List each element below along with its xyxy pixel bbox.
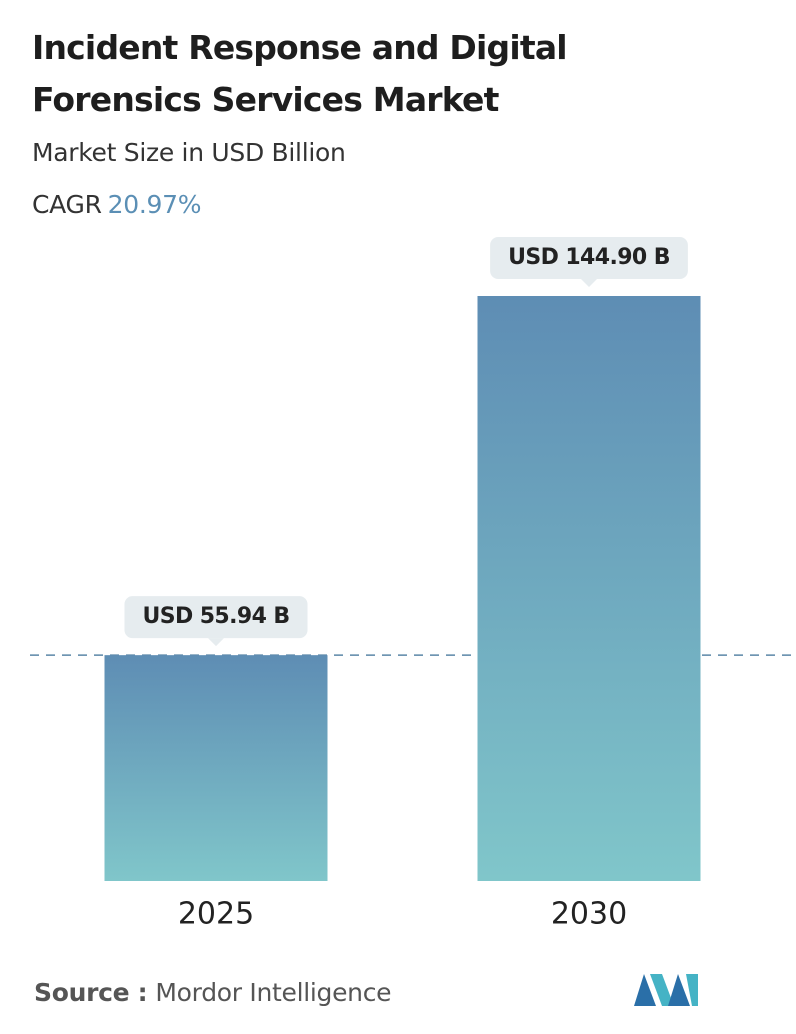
value-label-box: [124, 596, 308, 639]
value-label-box: [490, 237, 688, 279]
source: Source : Mordor Intelligence: [34, 978, 392, 1007]
value-label: USD 55.94 B: [142, 604, 289, 629]
source-label: Source :: [34, 978, 148, 1007]
bar: [477, 296, 701, 881]
source-name: Mordor Intelligence: [155, 978, 392, 1007]
cagr-label: CAGR: [32, 190, 102, 219]
x-tick-label: 2030: [551, 897, 627, 932]
bar: [104, 655, 328, 881]
value-label-pointer: [581, 279, 597, 287]
value-label: USD 144.90 B: [508, 245, 670, 270]
value-label-pointer: [208, 638, 224, 647]
chart-title: Incident Response and Digital Forensics …: [32, 28, 568, 119]
logo: [634, 974, 698, 1006]
chart-subtitle: Market Size in USD Billion: [32, 138, 346, 167]
chart: 2025 USD 55.94 B 2030 USD 144.90 B: [30, 237, 796, 932]
cagr: CAGR 20.97%: [32, 190, 202, 219]
cagr-value: 20.97%: [107, 190, 202, 219]
x-tick-label: 2025: [178, 897, 254, 932]
